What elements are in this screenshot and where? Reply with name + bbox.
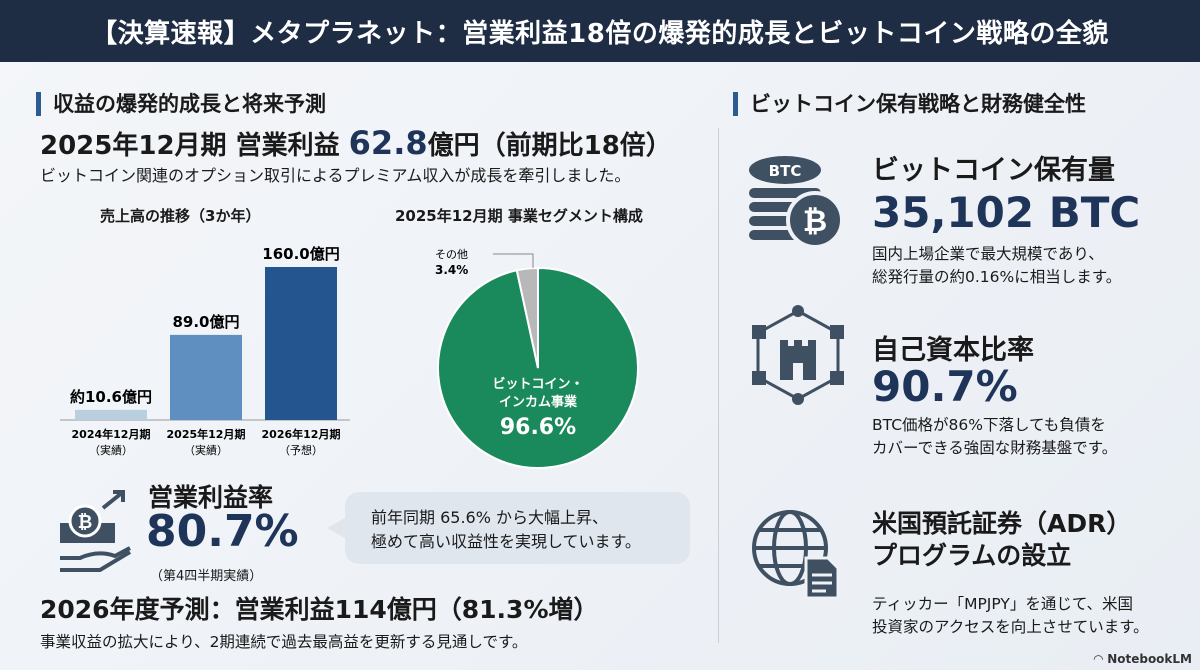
- bar-category-note: （予想）: [279, 443, 323, 457]
- coin-hand-growth-icon: ₿: [60, 490, 132, 572]
- equity-ratio-value: 90.7%: [872, 362, 1018, 411]
- divider: [718, 128, 719, 643]
- left-section-title: 収益の爆発的成長と将来予測: [36, 92, 326, 116]
- bar-category-note: （実績）: [184, 443, 228, 457]
- margin-note: （第4四半期実績）: [150, 569, 263, 584]
- bar: [265, 267, 337, 420]
- callout-line-2: 極めて高い収益性を実現しています。: [371, 532, 641, 551]
- brand-text: NotebookLM: [1107, 652, 1192, 666]
- bar-data-label: 89.0億円: [172, 313, 239, 331]
- desc-line: 国内上場企業で最大規模であり、: [872, 245, 1104, 263]
- desc-line: カバーできる強固な財務基盤です。: [872, 439, 1118, 457]
- bar: [170, 334, 242, 420]
- adr-title-line-2: プログラムの設立: [872, 541, 1072, 570]
- desc-line: ティッカー「MPJPY」を通じて、米国: [872, 595, 1134, 613]
- pie-slice: [515, 266, 539, 369]
- margin-value: 80.7%: [146, 506, 299, 557]
- btc-coins-icon: BTC ₿: [749, 156, 844, 249]
- equity-ratio-title: 自己資本比率: [872, 335, 1034, 366]
- callout-line-1: 前年同期 65.6% から大幅上昇、: [371, 508, 609, 527]
- bar-category-note: （実績）: [89, 443, 133, 457]
- forecast-title: 2026年度予測：営業利益114億円（81.3%増）: [40, 595, 599, 624]
- pie-slice-value: 3.4%: [435, 263, 468, 277]
- btc-holdings-desc: 国内上場企業で最大規模であり、 総発行量の約0.16%に相当します。: [872, 243, 1121, 289]
- headline: 2025年12月期 営業利益 62.8億円（前期比18倍）: [40, 124, 672, 162]
- bar: [75, 409, 147, 420]
- headline-value: 62.8: [348, 124, 428, 162]
- forecast-text: 事業収益の拡大により、2期連続で過去最高益を更新する見通しです。: [40, 633, 528, 651]
- svg-text:₿: ₿: [78, 512, 93, 533]
- desc-line: 総発行量の約0.16%に相当します。: [872, 268, 1122, 286]
- adr-title-line-1: 米国預託証券（ADR）: [872, 509, 1132, 538]
- svg-text:₿: ₿: [803, 204, 827, 239]
- pie-chart-title: 2025年12月期 事業セグメント構成: [395, 207, 643, 225]
- headline-pre: 2025年12月期 営業利益: [40, 131, 349, 161]
- margin-callout: 前年同期 65.6% から大幅上昇、極めて高い収益性を実現しています。: [327, 492, 690, 564]
- adr-desc: ティッカー「MPJPY」を通じて、米国 投資家のアクセスを向上させています。: [872, 593, 1149, 639]
- adr-title: 米国預託証券（ADR） プログラムの設立: [872, 508, 1131, 572]
- desc-line: 投資家のアクセスを向上させています。: [872, 618, 1149, 636]
- bar-data-label: 160.0億円: [262, 245, 339, 263]
- desc-line: BTC価格が86%下落しても負債を: [872, 416, 1106, 434]
- bar-chart-title: 売上高の推移（3か年）: [100, 207, 261, 225]
- svg-text:BTC: BTC: [769, 162, 802, 180]
- btc-holdings-value: 35,102 BTC: [872, 188, 1141, 237]
- right-section-title: ビットコイン保有戦略と財務健全性: [733, 92, 1086, 116]
- fortress-network-icon: [752, 305, 844, 405]
- bar-category-label: 2026年12月期: [262, 427, 341, 441]
- headline-post: 億円（前期比18倍）: [427, 131, 672, 161]
- bar-chart: 約10.6億円 2024年12月期 （実績） 89.0億円 2025年12月期 （実績） 1…: [60, 245, 350, 457]
- pie-chart: ビットコイン・インカム事業 96.6% その他 3.4%: [435, 248, 639, 469]
- pie-slice-value: 96.6%: [500, 415, 576, 440]
- equity-ratio-desc: BTC価格が86%下落しても負債を カバーできる強固な財務基盤です。: [872, 414, 1117, 460]
- btc-holdings-title: ビットコイン保有量: [872, 155, 1115, 186]
- pie-slice-label: ビットコイン・: [492, 376, 583, 392]
- page-title: 【決算速報】メタプラネット：営業利益18倍の爆発的成長とビットコイン戦略の全貌: [0, 0, 1200, 62]
- pie-slice-label: インカム事業: [499, 394, 578, 410]
- margin-label: 営業利益率: [148, 483, 274, 512]
- notebooklm-brand: ◠ NotebookLM: [1093, 652, 1192, 666]
- headline-subtitle: ビットコイン関連のオプション取引によるプレミアム収入が成長を牽引しました。: [40, 166, 631, 185]
- globe-document-icon: [752, 510, 840, 600]
- pie-slice-label: その他: [435, 248, 468, 261]
- bar-data-label: 約10.6億円: [70, 388, 152, 406]
- bar-category-label: 2025年12月期: [167, 427, 246, 441]
- bar-category-label: 2024年12月期: [72, 427, 151, 441]
- pie-leader-line: [493, 253, 534, 268]
